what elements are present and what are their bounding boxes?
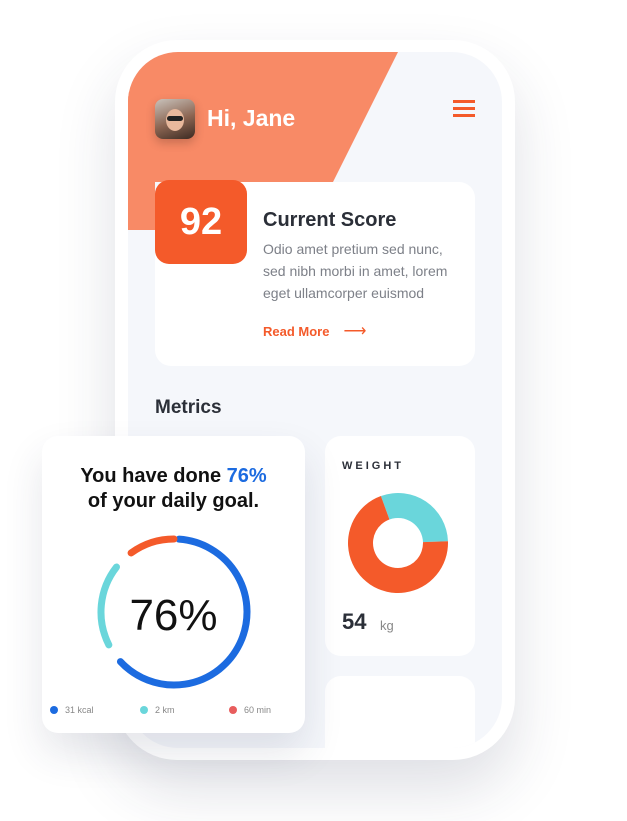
ring-segment	[116, 535, 251, 689]
goal-ring	[97, 535, 251, 689]
score-title: Current Score	[263, 209, 397, 231]
legend-dot	[229, 706, 237, 714]
legend-dot	[140, 706, 148, 714]
goal-center-percent: 76%	[129, 591, 218, 640]
greeting: Hi, Jane	[207, 105, 296, 131]
ring-segment	[97, 563, 120, 649]
legend-min: 60 min	[229, 705, 271, 715]
metrics-heading: Metrics	[155, 397, 222, 418]
arrow-right-icon: ⟶	[343, 323, 367, 340]
score-description: Odio amet pretium sed nunc, sed nibh mor…	[263, 241, 448, 301]
weight-value: 54	[342, 609, 367, 634]
weight-donut	[348, 493, 448, 593]
hamburger-menu-icon[interactable]	[453, 100, 475, 117]
goal-percent: 76%	[226, 465, 267, 487]
header-background	[128, 52, 398, 230]
legend-km: 2 km	[140, 705, 175, 715]
goal-suffix: of your daily goal.	[87, 490, 260, 512]
legend-label: 31 kcal	[65, 705, 94, 715]
legend-kcal: 31 kcal	[50, 705, 94, 715]
daily-goal-card: You have done 76% of your daily goal. 76%…	[42, 436, 305, 733]
donut-slice	[348, 496, 448, 593]
weight-label: WEIGHT	[342, 460, 404, 472]
ring-segment	[127, 535, 178, 557]
avatar[interactable]	[155, 99, 195, 139]
weight-card[interactable]: WEIGHT 54 kg	[325, 436, 475, 656]
metric-card[interactable]	[325, 676, 475, 748]
app-screen: Hi, Jane 92 Current Score Odio amet pret…	[128, 52, 502, 748]
goal-prefix: You have done	[80, 465, 227, 487]
read-more-link[interactable]: Read More ⟶	[263, 321, 366, 341]
goal-title: You have done 76% of your daily goal.	[42, 464, 305, 514]
legend-label: 60 min	[244, 705, 272, 715]
score-badge: 92	[155, 180, 247, 264]
legend-label: 2 km	[155, 705, 175, 715]
weight-unit: kg	[380, 618, 394, 633]
legend-dot	[50, 706, 58, 714]
donut-slice	[380, 493, 448, 543]
read-more-label: Read More	[263, 324, 330, 339]
